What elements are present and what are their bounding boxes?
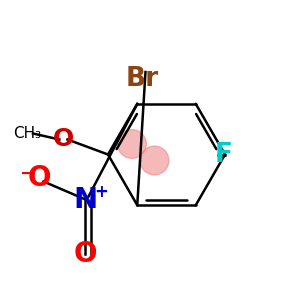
Text: +: + bbox=[94, 183, 108, 201]
Text: CH₃: CH₃ bbox=[13, 126, 41, 141]
Text: O: O bbox=[52, 128, 74, 152]
Circle shape bbox=[118, 130, 146, 158]
Text: N: N bbox=[74, 185, 98, 214]
Circle shape bbox=[140, 146, 169, 175]
Text: −: − bbox=[19, 165, 34, 183]
Text: O: O bbox=[74, 239, 97, 268]
Text: F: F bbox=[214, 142, 232, 167]
Text: O: O bbox=[27, 164, 51, 193]
Text: Br: Br bbox=[126, 67, 159, 92]
